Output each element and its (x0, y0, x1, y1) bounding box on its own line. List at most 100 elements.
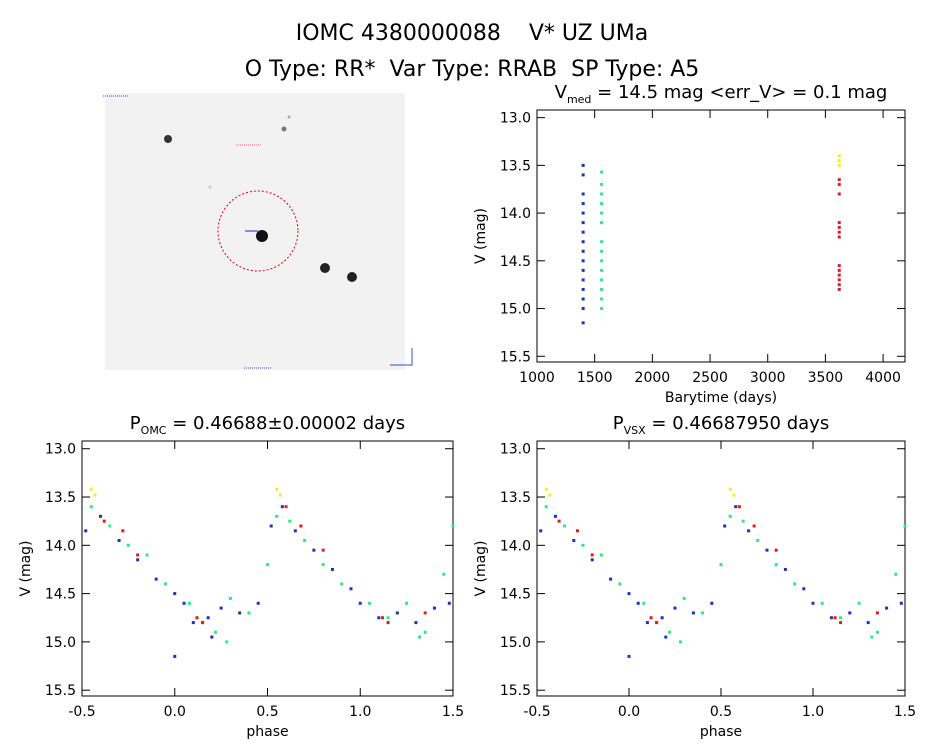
data-point (600, 182, 604, 186)
data-point (600, 211, 604, 215)
data-point (581, 240, 585, 244)
star (164, 135, 172, 143)
panel: PVSX = 0.46687950 days phase V (mag) -0.5 0.… (473, 413, 916, 740)
data-point (299, 524, 303, 528)
title-rest: = 14.5 mag <err_V> = 0.1 mag (591, 82, 887, 103)
data-point (572, 538, 576, 542)
data-point (84, 529, 88, 533)
data-point (423, 611, 427, 615)
data-point (102, 519, 106, 523)
data-point (581, 249, 585, 253)
y-tick-label: 13.0 (45, 442, 76, 458)
y-tick-label: 13.0 (500, 442, 531, 458)
aperture-circle (217, 190, 299, 272)
y-tick-label: 14.5 (500, 587, 531, 603)
x-tick-label: 4000 (865, 370, 901, 386)
data-point (728, 487, 732, 491)
data-point (691, 611, 695, 615)
data-point (210, 635, 214, 639)
data-point (269, 524, 273, 528)
data-point (837, 225, 841, 229)
y-tick-label: 14.0 (45, 538, 76, 554)
x-tick-label: 1.5 (442, 704, 464, 720)
data-point (627, 592, 631, 596)
y-tick-label: 13.0 (500, 111, 531, 127)
data-point (191, 621, 195, 625)
data-point (288, 519, 292, 523)
data-point (266, 563, 269, 567)
x-axis-label: Barytime (days) (665, 390, 777, 406)
data-point (837, 283, 841, 287)
data-point (121, 529, 125, 533)
data-point (734, 505, 738, 509)
data-point (719, 563, 723, 567)
x-tick-label: 3000 (750, 370, 786, 386)
data-point (609, 577, 613, 581)
data-point (837, 163, 841, 167)
data-point (600, 287, 604, 291)
data-point (903, 524, 907, 528)
data-point (563, 524, 567, 528)
data-point (280, 505, 284, 509)
data-point (636, 601, 640, 605)
data-point (581, 163, 585, 167)
data-point (848, 611, 852, 615)
x-tick-label: 3500 (808, 370, 844, 386)
data-point (154, 577, 158, 581)
data-point (117, 538, 121, 542)
y-tick-label: 14.5 (500, 254, 531, 270)
data-point (783, 567, 787, 571)
data-point (837, 264, 841, 268)
data-point (136, 553, 140, 557)
data-point (837, 154, 841, 158)
data-point (894, 572, 898, 576)
data-point (206, 616, 210, 620)
data-point (447, 601, 451, 605)
data-point (581, 230, 585, 234)
data-point (214, 630, 218, 634)
star (320, 263, 330, 273)
data-point (377, 616, 381, 620)
data-point (195, 616, 199, 620)
data-point (793, 582, 797, 586)
data-point (664, 635, 668, 639)
title-main: P (613, 413, 624, 434)
data-point (600, 221, 604, 225)
data-point (673, 606, 677, 610)
data-point (340, 582, 344, 586)
y-tick-label: 14.0 (500, 206, 531, 222)
y-axis-label: V (mag) (473, 540, 489, 596)
data-point (756, 538, 760, 542)
data-point (89, 505, 93, 509)
panel-title: PVSX = 0.46687950 days (613, 413, 829, 437)
data-point (293, 529, 297, 533)
data-point (752, 524, 756, 528)
data-point (225, 640, 229, 644)
data-point (885, 606, 889, 610)
data-point (581, 287, 585, 291)
data-point (655, 621, 659, 625)
data-point (581, 307, 585, 311)
data-point (581, 259, 585, 263)
data-point (875, 630, 879, 634)
data-point (837, 235, 841, 239)
data-point (710, 601, 714, 605)
data-point (741, 519, 745, 523)
star (281, 126, 287, 132)
x-tick-label: -0.5 (523, 704, 550, 720)
data-point (108, 524, 112, 528)
x-tick-label: 0.5 (710, 704, 732, 720)
data-point (219, 606, 223, 610)
y-tick-label: 15.0 (500, 302, 531, 318)
panel: Vmed = 14.5 mag <err_V> = 0.1 mag Barytim… (473, 82, 906, 406)
data-point (866, 621, 870, 625)
x-tick-label: 2000 (635, 370, 671, 386)
data-point (802, 587, 806, 591)
y-tick-label: 15.5 (500, 683, 531, 699)
data-point (837, 221, 841, 225)
data-point (201, 621, 205, 625)
title-sub: OMC (141, 424, 167, 437)
data-point (557, 519, 561, 523)
data-point (544, 487, 548, 491)
